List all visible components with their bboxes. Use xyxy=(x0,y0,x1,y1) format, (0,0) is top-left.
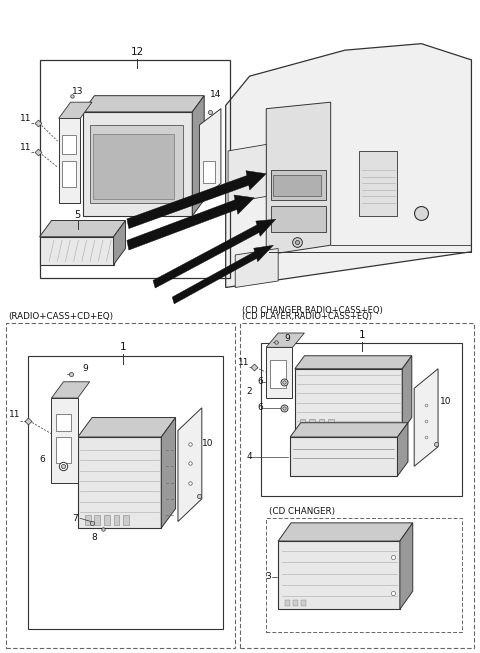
Text: 9: 9 xyxy=(82,364,88,374)
Polygon shape xyxy=(235,249,278,287)
Polygon shape xyxy=(199,108,221,200)
Text: 11: 11 xyxy=(20,114,31,123)
Bar xyxy=(6,323,235,648)
Text: 13: 13 xyxy=(72,87,84,95)
Polygon shape xyxy=(83,96,204,112)
Polygon shape xyxy=(266,102,331,255)
Bar xyxy=(309,419,315,427)
Bar xyxy=(293,599,298,606)
Polygon shape xyxy=(153,219,276,288)
Bar xyxy=(301,599,306,606)
Polygon shape xyxy=(295,369,402,430)
Bar xyxy=(123,515,129,525)
Bar xyxy=(328,419,334,427)
Text: (CD PLAYER,RADIO+CASS+EQ): (CD PLAYER,RADIO+CASS+EQ) xyxy=(242,311,372,321)
Polygon shape xyxy=(127,195,254,250)
Text: 10: 10 xyxy=(440,397,451,406)
Polygon shape xyxy=(59,118,80,203)
Polygon shape xyxy=(39,237,114,264)
Text: 6: 6 xyxy=(257,377,263,387)
Bar xyxy=(62,135,76,154)
Text: 1: 1 xyxy=(359,330,365,340)
Bar xyxy=(95,515,100,525)
Text: 12: 12 xyxy=(131,47,144,57)
Bar xyxy=(262,343,462,496)
Polygon shape xyxy=(278,541,400,609)
Polygon shape xyxy=(266,333,304,347)
Polygon shape xyxy=(402,356,412,430)
Text: 5: 5 xyxy=(74,210,81,219)
Bar xyxy=(28,356,223,629)
Bar xyxy=(90,125,183,203)
Text: (CD CHANGER,RADIO+CASS+EQ): (CD CHANGER,RADIO+CASS+EQ) xyxy=(242,306,383,315)
Text: 1: 1 xyxy=(120,342,126,353)
Polygon shape xyxy=(59,102,92,118)
Text: (CD CHANGER): (CD CHANGER) xyxy=(269,507,335,517)
Text: (RADIO+CASS+CD+EQ): (RADIO+CASS+CD+EQ) xyxy=(9,311,114,321)
Text: 4: 4 xyxy=(246,452,252,461)
Polygon shape xyxy=(83,112,192,216)
Polygon shape xyxy=(78,437,161,528)
Bar xyxy=(274,175,321,197)
Text: 11: 11 xyxy=(9,410,21,419)
Text: 2: 2 xyxy=(246,387,252,396)
Bar xyxy=(39,60,230,278)
Bar xyxy=(271,206,326,232)
Bar xyxy=(62,161,76,187)
Polygon shape xyxy=(266,347,292,398)
Bar xyxy=(85,515,91,525)
Bar xyxy=(270,360,286,389)
Polygon shape xyxy=(290,437,397,476)
Polygon shape xyxy=(78,417,176,437)
Text: 6: 6 xyxy=(39,455,45,464)
Polygon shape xyxy=(228,144,266,203)
Bar xyxy=(360,151,397,216)
Polygon shape xyxy=(226,44,471,287)
Text: 6: 6 xyxy=(257,404,263,412)
Text: 11: 11 xyxy=(20,143,31,152)
Polygon shape xyxy=(39,221,125,237)
Text: 9: 9 xyxy=(285,334,290,343)
Polygon shape xyxy=(114,221,125,264)
Polygon shape xyxy=(178,407,202,522)
Polygon shape xyxy=(161,417,176,528)
Polygon shape xyxy=(295,356,412,369)
Bar xyxy=(56,414,71,430)
Polygon shape xyxy=(400,523,413,609)
Bar xyxy=(93,134,174,199)
Bar xyxy=(300,419,305,427)
Polygon shape xyxy=(397,422,408,476)
Text: 8: 8 xyxy=(92,534,97,543)
Text: 7: 7 xyxy=(72,514,78,523)
Bar xyxy=(104,515,110,525)
Bar xyxy=(203,161,215,183)
Text: 3: 3 xyxy=(266,572,272,581)
Bar xyxy=(285,599,290,606)
Polygon shape xyxy=(414,369,438,466)
Bar xyxy=(240,323,474,648)
Polygon shape xyxy=(172,246,274,304)
Polygon shape xyxy=(192,96,204,216)
Bar xyxy=(319,419,324,427)
Text: 10: 10 xyxy=(202,439,213,448)
Bar xyxy=(56,437,71,463)
Text: 14: 14 xyxy=(209,90,221,99)
Bar xyxy=(266,518,462,632)
Text: 11: 11 xyxy=(238,358,249,367)
Polygon shape xyxy=(278,523,413,541)
Bar xyxy=(271,170,326,200)
Polygon shape xyxy=(290,422,408,437)
Polygon shape xyxy=(51,398,78,483)
Bar xyxy=(114,515,119,525)
Polygon shape xyxy=(127,170,266,229)
Polygon shape xyxy=(51,382,90,398)
